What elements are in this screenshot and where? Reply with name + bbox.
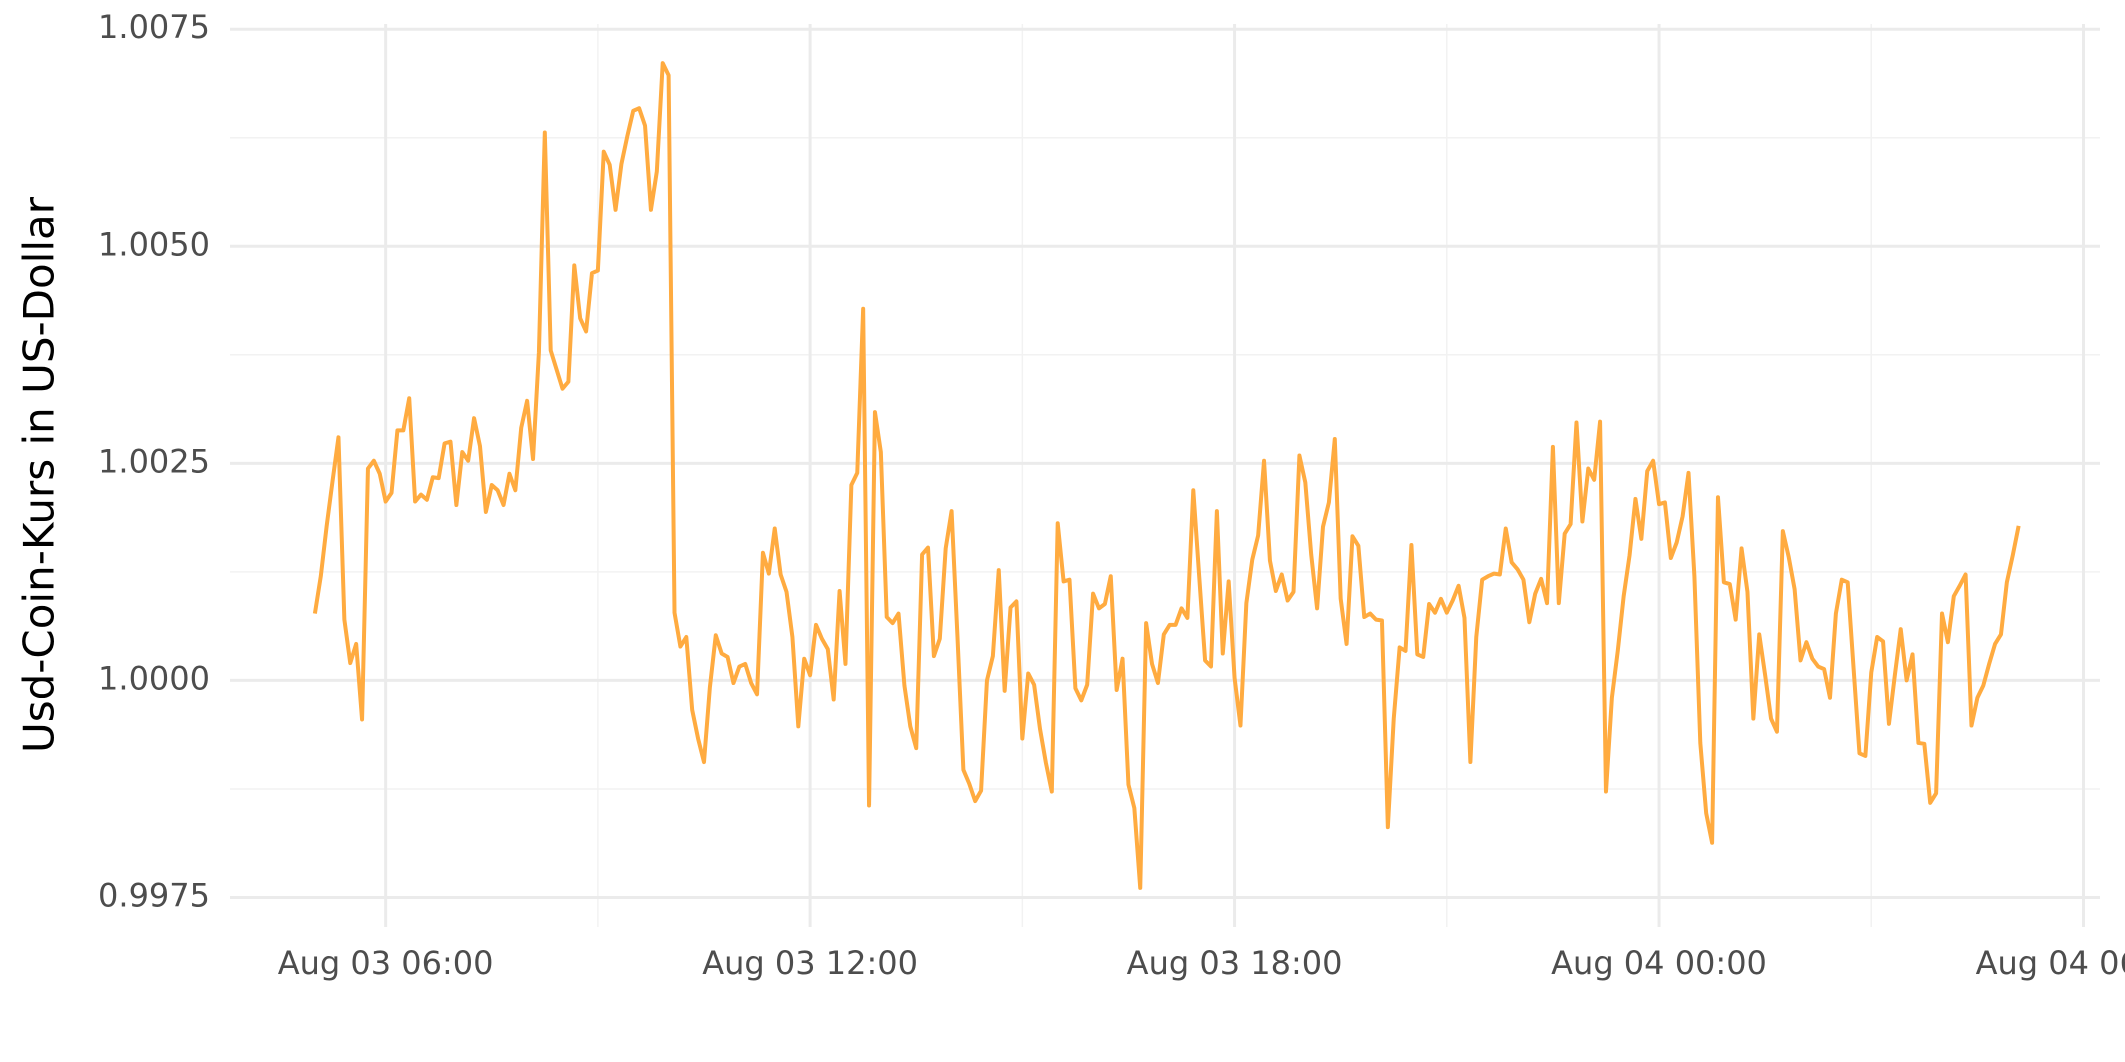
y-tick-label: 1.0000 (98, 659, 210, 697)
y-tick-label: 0.9975 (98, 876, 210, 914)
x-tick-label: Aug 03 18:00 (1127, 944, 1343, 982)
price-line (312, 61, 2021, 890)
y-tick-label: 1.0025 (98, 442, 210, 480)
y-tick-label: 1.0075 (98, 8, 210, 46)
x-tick-label: Aug 03 06:00 (278, 944, 494, 982)
y-axis-title: Usd-Coin-Kurs in US-Dollar (15, 196, 64, 753)
x-tick-label: Aug 04 06:00 (1976, 944, 2125, 982)
y-tick-label: 1.0050 (98, 225, 210, 263)
x-tick-label: Aug 04 00:00 (1551, 944, 1767, 982)
x-tick-label: Aug 03 12:00 (702, 944, 918, 982)
